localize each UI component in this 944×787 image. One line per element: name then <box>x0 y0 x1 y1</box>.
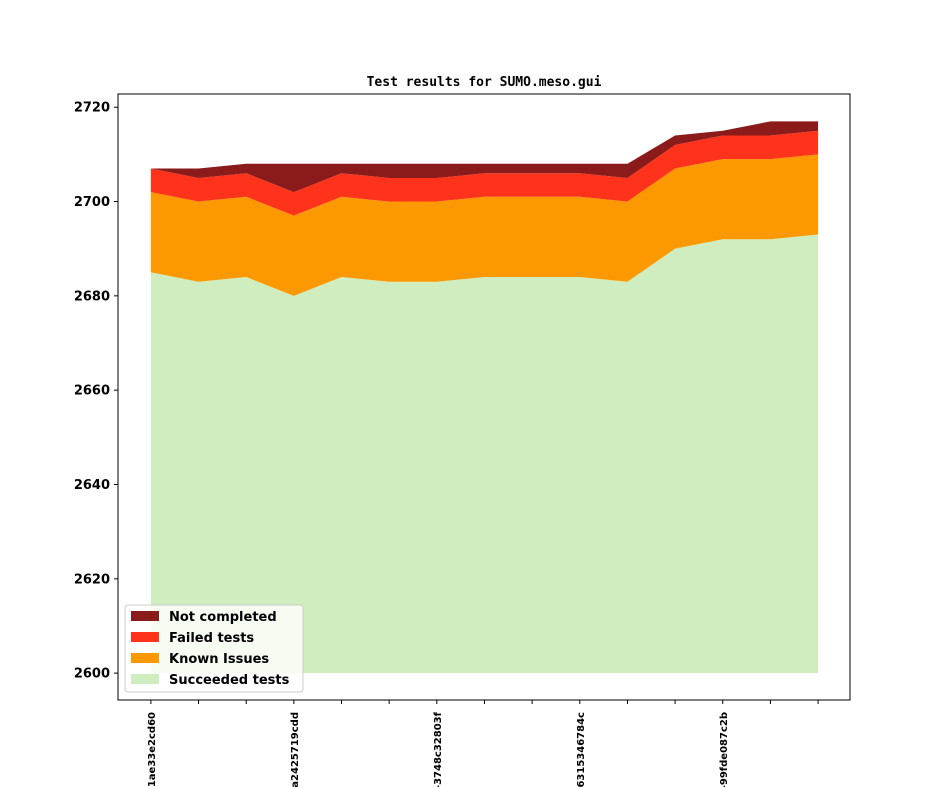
x-tick-label: -1ae33e2cd60 <box>147 712 158 787</box>
legend-item-known-issues: Known Issues <box>131 652 269 667</box>
legend-swatch <box>131 674 159 684</box>
area-not-completed <box>150 121 819 193</box>
x-tick-label: 6315346784c <box>576 712 587 787</box>
legend-swatch <box>131 632 159 642</box>
legend-item-succeeded-tests: Succeeded tests <box>131 673 290 688</box>
y-tick-label: 2600 <box>74 667 110 682</box>
legend-box <box>124 604 304 693</box>
y-tick-label: 2700 <box>74 195 110 210</box>
y-tick-label: 2620 <box>74 572 110 587</box>
legend-item-failed-tests: Failed tests <box>131 631 254 646</box>
area-known-issues <box>150 154 819 296</box>
legend-item-not-completed: Not completed <box>131 610 277 625</box>
chart-title: Test results for SUMO.meso.gui <box>367 75 602 90</box>
legend-label: Not completed <box>169 610 277 625</box>
x-tick-label: -3748c32803f <box>433 711 444 787</box>
x-tick-label: -99fde087c2b <box>719 712 730 787</box>
y-tick-label: 2680 <box>74 289 110 304</box>
legend-label: Failed tests <box>169 631 254 646</box>
x-tick-label: a2425719cdd <box>290 712 301 787</box>
y-tick-label: 2660 <box>74 384 110 399</box>
legend-swatch <box>131 653 159 663</box>
area-failed-tests <box>150 130 819 216</box>
y-tick-label: 2720 <box>74 101 110 116</box>
legend-label: Known Issues <box>169 652 269 667</box>
y-tick-label: 2640 <box>74 478 110 493</box>
area-succeeded-tests <box>150 234 819 674</box>
legend-swatch <box>131 611 159 621</box>
legend-label: Succeeded tests <box>169 673 290 688</box>
